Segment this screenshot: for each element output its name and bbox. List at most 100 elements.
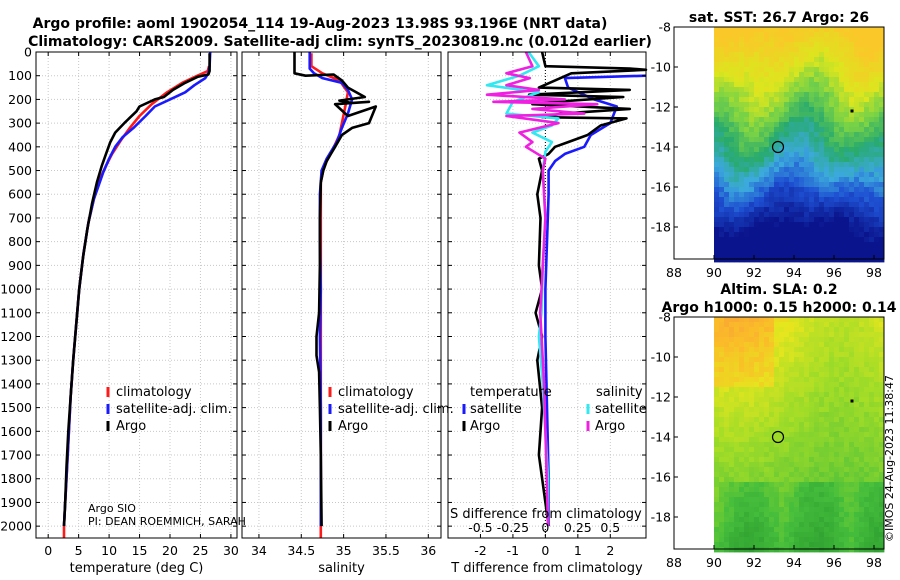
- map-cell: [804, 257, 810, 263]
- map-cell: [844, 147, 850, 153]
- map-cell: [784, 437, 790, 443]
- map-cell: [794, 242, 800, 248]
- map-cell: [879, 227, 885, 233]
- map-cell: [764, 427, 770, 433]
- map-cell: [814, 202, 820, 208]
- map-cell: [769, 227, 775, 233]
- map-cell: [814, 547, 820, 553]
- map-cell: [774, 377, 780, 383]
- map-cell: [724, 322, 730, 328]
- map-cell: [774, 147, 780, 153]
- map-cell: [784, 317, 790, 323]
- map-cell: [794, 62, 800, 68]
- map-cell: [714, 342, 720, 348]
- map-cell: [839, 402, 845, 408]
- map-cell: [844, 77, 850, 83]
- map-cell: [734, 477, 740, 483]
- map-cell: [829, 217, 835, 223]
- map-cell: [839, 112, 845, 118]
- map-cell: [759, 432, 765, 438]
- map-cell: [854, 532, 860, 538]
- map-cell: [729, 62, 735, 68]
- map-cell: [749, 97, 755, 103]
- map-cell: [859, 112, 865, 118]
- map-cell: [779, 212, 785, 218]
- map-cell: [869, 332, 875, 338]
- map-cell: [779, 162, 785, 168]
- map-cell: [844, 367, 850, 373]
- map-cell: [789, 62, 795, 68]
- map-cell: [714, 107, 720, 113]
- map-cell: [754, 182, 760, 188]
- map-cell: [724, 217, 730, 223]
- map-cell: [774, 257, 780, 263]
- map-cell: [834, 317, 840, 323]
- map-cell: [779, 452, 785, 458]
- map-cell: [779, 52, 785, 58]
- map-cell: [784, 407, 790, 413]
- map-cell: [719, 232, 725, 238]
- map-cell: [769, 252, 775, 258]
- map-cell: [774, 72, 780, 78]
- map-cell: [864, 212, 870, 218]
- map-cell: [779, 177, 785, 183]
- map-cell: [764, 477, 770, 483]
- map-cell: [714, 82, 720, 88]
- map-cell: [824, 342, 830, 348]
- map-cell: [844, 442, 850, 448]
- map-cell: [824, 417, 830, 423]
- map-cell: [834, 112, 840, 118]
- y-tick-label: -16: [651, 470, 671, 485]
- map-cell: [739, 512, 745, 518]
- map-cell: [759, 407, 765, 413]
- map-cell: [729, 387, 735, 393]
- map-cell: [819, 317, 825, 323]
- map-cell: [824, 387, 830, 393]
- map-cell: [864, 502, 870, 508]
- x-tick-label: 30: [223, 543, 239, 558]
- map-cell: [829, 247, 835, 253]
- map-cell: [834, 72, 840, 78]
- map-cell: [804, 192, 810, 198]
- map-cell: [849, 432, 855, 438]
- map-cell: [879, 357, 885, 363]
- map-cell: [804, 382, 810, 388]
- map-cell: [879, 172, 885, 178]
- map-cell: [724, 387, 730, 393]
- map-cell: [714, 87, 720, 93]
- map-cell: [754, 357, 760, 363]
- map-cell: [829, 97, 835, 103]
- map-cell: [724, 257, 730, 263]
- map-cell: [759, 377, 765, 383]
- map-cell: [754, 67, 760, 73]
- map-cell: [764, 387, 770, 393]
- sst-map-title: sat. SST: 26.7 Argo: 26: [689, 10, 869, 26]
- map-cell: [814, 432, 820, 438]
- map-cell: [714, 407, 720, 413]
- map-cell: [814, 112, 820, 118]
- map-cell: [769, 32, 775, 38]
- map-cell: [814, 217, 820, 223]
- map-cell: [824, 487, 830, 493]
- map-cell: [804, 417, 810, 423]
- map-cell: [729, 522, 735, 528]
- map-cell: [864, 482, 870, 488]
- map-cell: [814, 147, 820, 153]
- map-cell: [874, 182, 880, 188]
- map-cell: [789, 402, 795, 408]
- map-cell: [819, 357, 825, 363]
- map-cell: [849, 42, 855, 48]
- map-cell: [764, 112, 770, 118]
- map-cell: [729, 97, 735, 103]
- map-cell: [754, 212, 760, 218]
- map-cell: [864, 327, 870, 333]
- map-cell: [824, 177, 830, 183]
- map-cell: [874, 402, 880, 408]
- map-cell: [854, 542, 860, 548]
- map-cell: [774, 27, 780, 33]
- map-cell: [724, 212, 730, 218]
- map-cell: [809, 457, 815, 463]
- map-cell: [759, 367, 765, 373]
- y-tick-label: 1300: [0, 353, 32, 368]
- map-cell: [774, 212, 780, 218]
